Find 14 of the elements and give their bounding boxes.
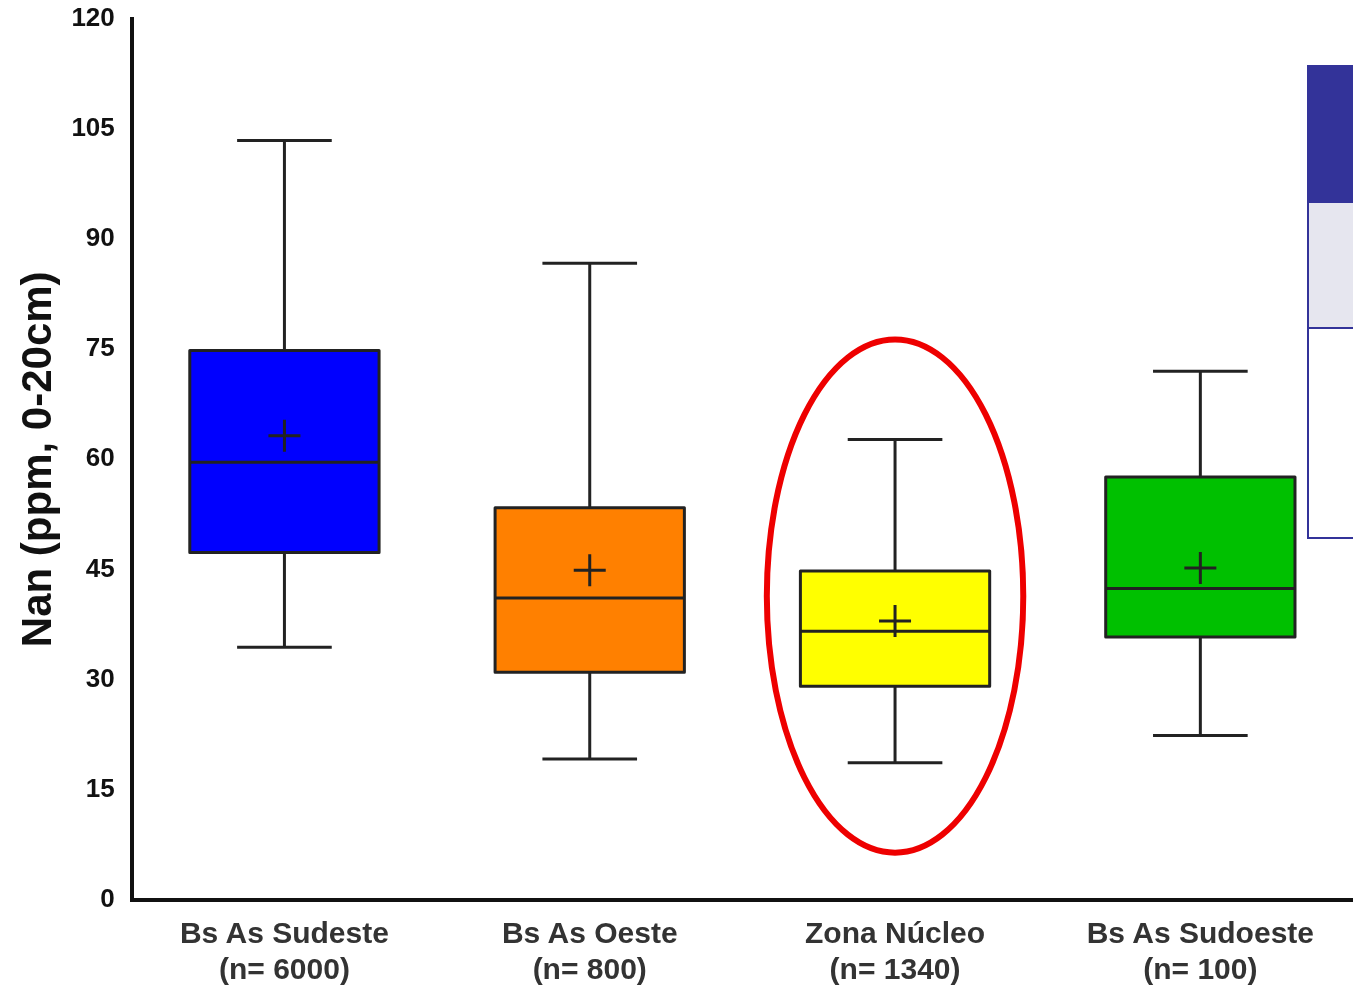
- y-tick-label: 75: [85, 332, 115, 363]
- y-tick-label: 90: [85, 222, 115, 253]
- y-axis-title: Nan (ppm, 0-20cm): [12, 271, 60, 648]
- x-tick-label: Zona Núcleo (n= 1340): [805, 916, 986, 986]
- y-tick-label: 15: [85, 773, 115, 803]
- y-tick-label: 105: [71, 111, 115, 142]
- x-tick-label: Bs As Sudeste (n= 6000): [179, 916, 389, 986]
- y-tick-label: 45: [85, 552, 115, 583]
- y-tick-label: 120: [71, 1, 115, 32]
- x-tick-label: Bs As Sudoeste (n= 100): [1086, 916, 1314, 986]
- y-tick-label: 0: [100, 883, 115, 914]
- y-tick-label: 60: [85, 442, 115, 473]
- x-tick-label: Bs As Oeste (n= 800): [501, 916, 678, 986]
- y-tick-label: 30: [85, 662, 115, 693]
